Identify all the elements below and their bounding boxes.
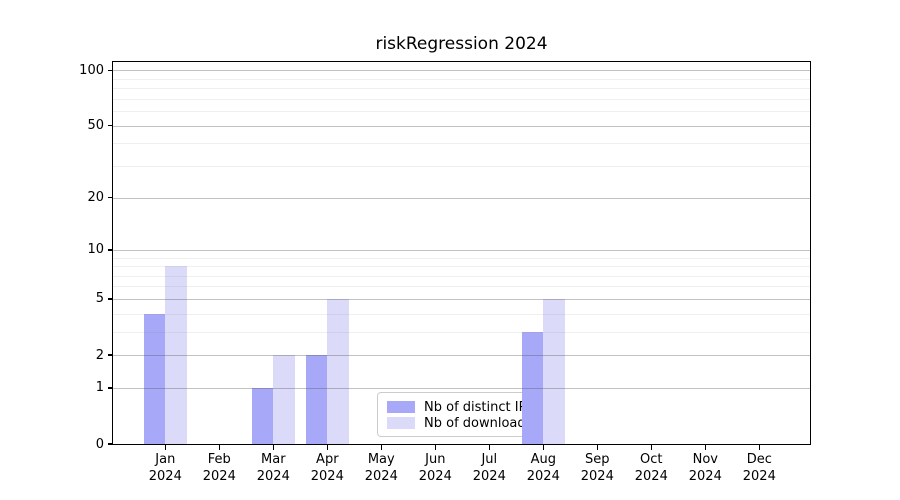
gridline-minor-9 <box>113 257 810 259</box>
gridline-major-5 <box>113 298 810 300</box>
bar-ips-apr <box>305 355 328 444</box>
y-tick-0 <box>107 443 112 445</box>
chart-title: riskRegression 2024 <box>375 34 548 54</box>
legend-label-0: Nb of distinct IPs <box>424 399 533 415</box>
y-tick-10 <box>107 249 112 251</box>
y-label-2: 2 <box>95 347 104 363</box>
x-label-mar: Mar 2024 <box>256 452 290 484</box>
y-label-10: 10 <box>87 242 104 258</box>
y-tick-5 <box>107 298 112 300</box>
bar-downloads-aug <box>543 298 565 444</box>
y-label-100: 100 <box>79 62 104 78</box>
x-label-nov: Nov 2024 <box>688 452 722 484</box>
gridline-minor-40 <box>113 143 810 145</box>
gridline-minor-90 <box>113 78 810 80</box>
gridline-minor-70 <box>113 98 810 100</box>
x-label-aug: Aug 2024 <box>526 452 560 484</box>
x-tick-oct <box>650 445 652 450</box>
gridline-minor-80 <box>113 88 810 90</box>
x-tick-apr <box>326 445 328 450</box>
plot-border <box>112 61 811 445</box>
y-label-0: 0 <box>95 436 104 452</box>
legend-row-1: Nb of downloads <box>387 415 536 431</box>
x-label-jul: Jul 2024 <box>472 452 506 484</box>
x-tick-mar <box>272 445 274 450</box>
gridline-minor-7 <box>113 275 810 277</box>
bar-downloads-jan <box>165 266 187 444</box>
legend-swatch-1 <box>387 417 415 429</box>
x-tick-jul <box>488 445 490 450</box>
gridline-major-20 <box>113 197 810 199</box>
gridline-minor-4 <box>113 313 810 315</box>
x-label-feb: Feb 2024 <box>202 452 236 484</box>
x-tick-sep <box>596 445 598 450</box>
gridline-major-50 <box>113 125 810 127</box>
y-tick-1 <box>107 387 112 389</box>
bar-ips-aug <box>521 331 544 444</box>
legend: Nb of distinct IPs Nb of downloads <box>377 392 545 437</box>
gridline-major-1 <box>113 387 810 389</box>
x-label-sep: Sep 2024 <box>580 452 614 484</box>
bar-downloads-apr <box>327 298 349 444</box>
gridline-minor-60 <box>113 111 810 113</box>
y-label-50: 50 <box>87 118 104 134</box>
gridline-major-100 <box>113 70 810 72</box>
y-label-5: 5 <box>95 291 104 307</box>
x-label-dec: Dec 2024 <box>742 452 776 484</box>
y-label-1: 1 <box>95 380 104 396</box>
x-tick-nov <box>704 445 706 450</box>
x-label-apr: Apr 2024 <box>310 452 344 484</box>
bar-downloads-mar <box>273 355 295 444</box>
gridline-major-2 <box>113 355 810 357</box>
gridline-minor-6 <box>113 286 810 288</box>
x-label-oct: Oct 2024 <box>634 452 668 484</box>
y-tick-100 <box>107 69 112 72</box>
gridline-major-10 <box>113 249 810 251</box>
x-label-jan: Jan 2024 <box>148 452 182 484</box>
gridline-minor-3 <box>113 331 810 333</box>
legend-row-0: Nb of distinct IPs <box>387 399 536 415</box>
y-tick-50 <box>107 125 112 127</box>
x-tick-jun <box>434 445 436 450</box>
y-tick-20 <box>107 196 112 199</box>
plot-area: Nb of distinct IPs Nb of downloads <box>112 61 811 445</box>
x-label-jun: Jun 2024 <box>418 452 452 484</box>
bar-ips-mar <box>251 387 274 444</box>
x-tick-jan <box>164 445 166 450</box>
legend-swatch-0 <box>387 401 415 413</box>
x-tick-aug <box>542 445 544 450</box>
y-tick-2 <box>107 354 112 356</box>
legend-label-1: Nb of downloads <box>424 415 533 431</box>
bar-ips-jan <box>143 313 166 444</box>
gridline-minor-8 <box>113 266 810 268</box>
x-label-may: May 2024 <box>364 452 398 484</box>
x-tick-feb <box>218 445 220 450</box>
gridline-minor-30 <box>113 165 810 167</box>
x-tick-may <box>380 445 382 450</box>
y-label-20: 20 <box>87 190 104 206</box>
x-tick-dec <box>758 445 760 450</box>
